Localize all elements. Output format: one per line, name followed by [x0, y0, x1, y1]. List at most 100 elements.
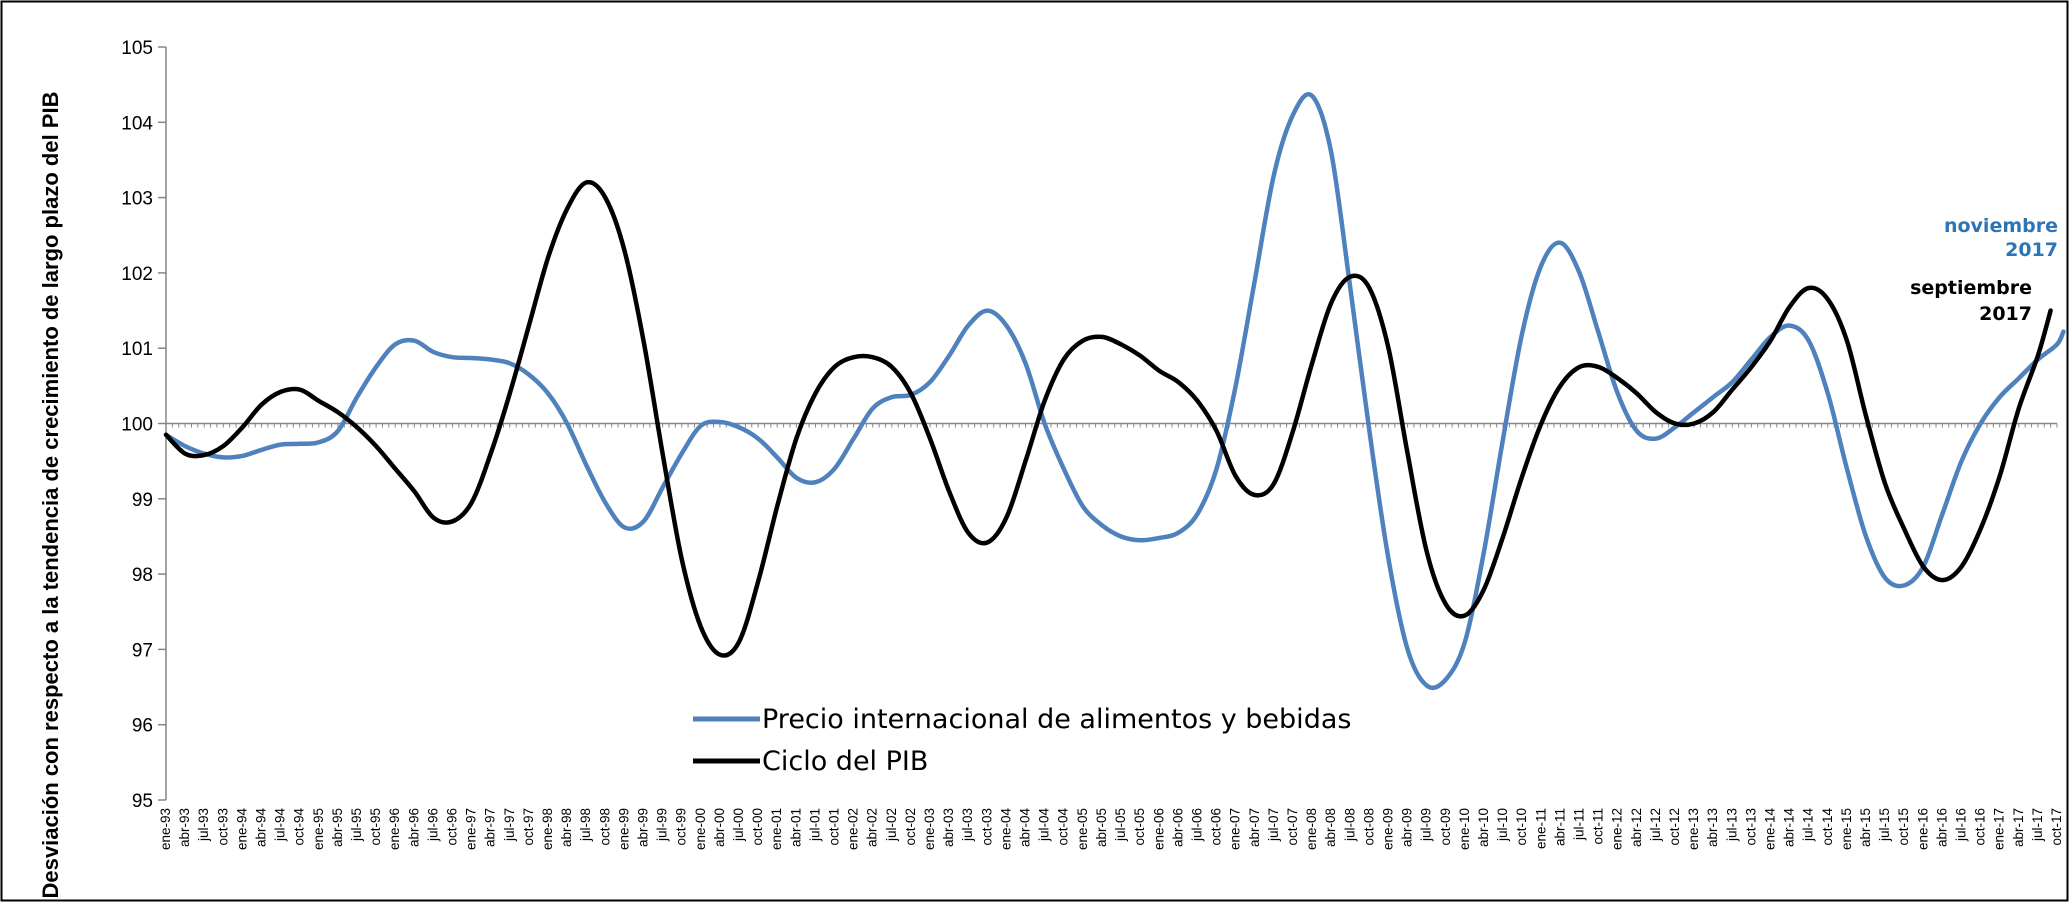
x-tick-label: ene-14	[1762, 808, 1777, 851]
x-tick-label: jul-09	[1419, 808, 1434, 842]
x-tick-label: abr-13	[1705, 808, 1720, 847]
x-tick-label: oct-10	[1514, 808, 1529, 846]
x-tick-label: ene-05	[1075, 808, 1090, 850]
x-tick-label: oct-94	[292, 808, 307, 846]
x-axis: ene-93 abr-93 jul-93 oct-93 ene-94 abr-94 jul-…	[158, 422, 2064, 851]
x-tick-label: oct-15	[1896, 808, 1911, 846]
x-tick-label: oct-99	[674, 808, 689, 846]
x-tick-label: oct-13	[1743, 808, 1758, 846]
y-tick-label: 103	[121, 189, 153, 210]
x-tick-label: abr-17	[2011, 808, 2026, 847]
x-tick-label: abr-97	[483, 808, 498, 847]
x-tick-label: abr-07	[1247, 808, 1262, 847]
x-tick-label: ene-02	[846, 808, 861, 850]
annotation-noviembre-year: 2017	[2005, 239, 2058, 261]
x-tick-label: oct-16	[1973, 808, 1988, 846]
x-tick-label: jul-11	[1571, 808, 1586, 841]
x-tick-label: oct-08	[1361, 808, 1376, 846]
x-tick-label: jul-02	[884, 808, 899, 842]
x-tick-label: ene-06	[1151, 808, 1166, 850]
x-tick-label: oct-96	[445, 808, 460, 846]
x-tick-label: jul-93	[196, 808, 211, 842]
x-tick-label: jul-14	[1801, 808, 1816, 843]
x-tick-label: ene-08	[1304, 808, 1319, 850]
x-tick-label: ene-01	[769, 808, 784, 850]
x-tick-label: oct-03	[979, 808, 994, 846]
x-tick-label: ene-03	[922, 808, 937, 850]
x-tick-label: ene-11	[1533, 808, 1548, 849]
x-tick-label: abr-06	[1170, 808, 1185, 847]
series-line-ciclo-pib	[163, 179, 2053, 658]
annotations: noviembre 2017 septiembre 2017	[1910, 215, 2058, 325]
x-tick-label: ene-04	[998, 808, 1013, 851]
x-tick-label: jul-04	[1037, 808, 1052, 843]
x-tick-label: abr-01	[788, 808, 803, 847]
legend: Precio internacional de alimentos y bebi…	[693, 704, 1351, 777]
series-line-precio-alimentos	[163, 92, 2066, 691]
x-tick-label: jul-98	[578, 808, 593, 842]
x-tick-label: jul-13	[1724, 808, 1739, 842]
x-tick-label: jul-97	[502, 808, 517, 842]
annotation-noviembre: noviembre	[1944, 215, 2058, 237]
x-tick-label: abr-03	[941, 808, 956, 847]
x-tick-label: abr-98	[559, 808, 574, 847]
x-tick-label: oct-11	[1591, 808, 1606, 845]
series-group	[163, 92, 2066, 691]
y-tick-label: 105	[121, 38, 153, 59]
x-tick-label: abr-10	[1476, 808, 1491, 847]
x-tick-label: ene-96	[387, 808, 402, 850]
x-tick-label: abr-05	[1094, 808, 1109, 847]
y-tick-label: 99	[132, 490, 153, 511]
y-tick-label: 102	[121, 264, 153, 285]
x-tick-label: jul-07	[1266, 808, 1281, 842]
y-tick-label: 95	[132, 791, 153, 812]
x-tick-label: ene-10	[1457, 808, 1472, 850]
x-tick-label: oct-02	[903, 808, 918, 846]
x-tick-label: jul-17	[2030, 808, 2045, 842]
x-tick-label: oct-95	[368, 808, 383, 846]
x-tick-label: oct-98	[597, 808, 612, 846]
x-tick-label: abr-00	[712, 808, 727, 847]
legend-label-precio: Precio internacional de alimentos y bebi…	[762, 704, 1351, 735]
x-tick-label: jul-08	[1342, 808, 1357, 842]
x-tick-label: ene-13	[1686, 808, 1701, 850]
x-tick-label: ene-07	[1228, 808, 1243, 850]
y-tick-label: 97	[132, 640, 153, 661]
x-tick-label: jul-06	[1189, 808, 1204, 842]
x-tick-label: abr-93	[177, 808, 192, 847]
x-tick-label: abr-16	[1934, 808, 1949, 847]
x-tick-label: ene-94	[234, 808, 249, 851]
x-tick-label: oct-17	[2049, 808, 2064, 846]
y-axis-label: Desviación con respecto a la tendencia d…	[38, 92, 63, 899]
x-tick-label: abr-96	[406, 808, 421, 847]
x-tick-label: jul-01	[807, 808, 822, 842]
y-axis: 95 96 97 98 99 100 101 102 103 104 105	[121, 38, 167, 812]
x-tick-label: abr-11	[1552, 808, 1567, 846]
x-tick-label: ene-12	[1610, 808, 1625, 850]
x-tick-label: jul-03	[960, 808, 975, 842]
x-tick-label: jul-99	[655, 808, 670, 842]
x-tick-label: oct-12	[1667, 808, 1682, 846]
x-tick-label: abr-04	[1018, 808, 1033, 848]
x-tick-label: oct-97	[521, 808, 536, 846]
y-tick-label: 101	[121, 339, 153, 360]
x-tick-label: ene-97	[464, 808, 479, 850]
x-tick-label: jul-05	[1113, 808, 1128, 842]
x-tick-label: ene-17	[1992, 808, 2007, 850]
y-tick-label: 104	[121, 113, 153, 134]
x-tick-label: oct-00	[750, 808, 765, 846]
x-tick-label: abr-08	[1323, 808, 1338, 847]
x-tick-label: jul-15	[1877, 808, 1892, 842]
x-tick-label: ene-00	[693, 808, 708, 850]
x-tick-label: jul-96	[425, 808, 440, 842]
x-tick-label: abr-95	[330, 808, 345, 847]
y-tick-label: 96	[132, 716, 153, 737]
x-tick-label: abr-14	[1782, 808, 1797, 848]
annotation-septiembre-year: 2017	[1979, 303, 2032, 325]
x-tick-label: jul-12	[1648, 808, 1663, 842]
legend-label-ciclo: Ciclo del PIB	[762, 746, 928, 777]
x-tick-label: oct-04	[1056, 808, 1071, 846]
